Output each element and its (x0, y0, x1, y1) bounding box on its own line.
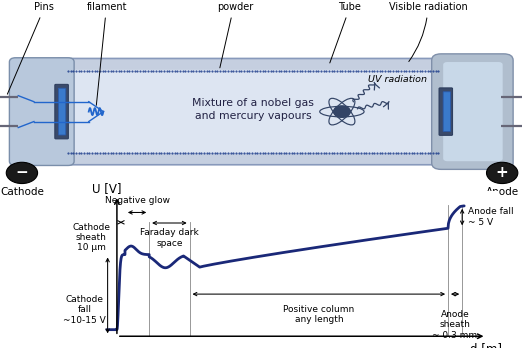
Circle shape (6, 162, 38, 183)
Text: U [V]: U [V] (92, 182, 122, 195)
FancyBboxPatch shape (443, 92, 450, 132)
Text: Tube: Tube (330, 2, 361, 63)
Text: Cathode: Cathode (0, 187, 44, 197)
Text: Negative glow: Negative glow (104, 196, 170, 205)
FancyBboxPatch shape (60, 70, 446, 153)
Text: +: + (496, 165, 508, 180)
Text: −: − (16, 165, 28, 180)
Text: Anode
sheath
~ 0.3 mm: Anode sheath ~ 0.3 mm (432, 310, 478, 340)
Text: Cathode
fall
~10-15 V: Cathode fall ~10-15 V (63, 295, 106, 325)
Text: Pins: Pins (7, 2, 54, 94)
Text: Positive column
any length: Positive column any length (283, 304, 354, 324)
FancyBboxPatch shape (9, 58, 74, 165)
Text: d [m]: d [m] (470, 342, 502, 348)
Circle shape (334, 106, 350, 117)
Text: UV radiation: UV radiation (368, 75, 427, 84)
FancyBboxPatch shape (432, 54, 513, 169)
Text: Anode: Anode (485, 187, 519, 197)
Text: Cathode
sheath
10 μm: Cathode sheath 10 μm (73, 223, 111, 252)
FancyBboxPatch shape (439, 88, 453, 135)
FancyBboxPatch shape (52, 58, 454, 165)
Text: Anode fall
~ 5 V: Anode fall ~ 5 V (468, 207, 514, 227)
Text: Coiled-coil
filament: Coiled-coil filament (82, 0, 132, 105)
Circle shape (487, 162, 518, 183)
Text: Fluorescent
powder: Fluorescent powder (207, 0, 263, 68)
FancyBboxPatch shape (443, 62, 503, 161)
FancyBboxPatch shape (55, 84, 68, 139)
Text: Visible radiation: Visible radiation (389, 2, 467, 62)
Text: Faraday dark
space: Faraday dark space (140, 228, 199, 248)
FancyBboxPatch shape (58, 88, 66, 135)
Text: Mixture of a nobel gas
and mercury vapours: Mixture of a nobel gas and mercury vapou… (192, 98, 314, 121)
